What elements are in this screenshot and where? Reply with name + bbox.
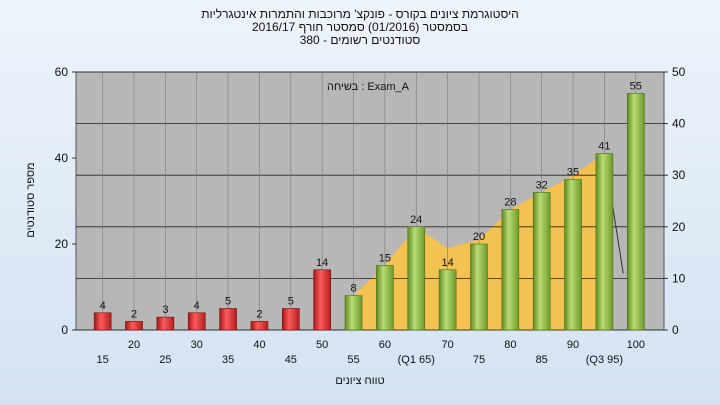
x-tick-label: 80	[504, 339, 516, 351]
bar	[595, 153, 614, 331]
bar	[250, 321, 269, 331]
x-tick-label: (Q1 65)	[398, 354, 435, 366]
bar-value-label: 4	[100, 300, 106, 312]
bar-value-label: 14	[441, 257, 453, 269]
bar	[376, 265, 394, 331]
x-tick-label: 40	[253, 339, 265, 351]
chart-title-block: היסטוגרמת ציונים בקורס - פונקצ' מרוכבות …	[0, 8, 720, 47]
x-tick-label: 60	[379, 339, 391, 351]
bar	[187, 312, 206, 331]
y-left-tick-label: 40	[55, 151, 69, 165]
x-tick-label: 30	[191, 339, 203, 351]
bar	[501, 209, 520, 331]
y-left-tick-label: 0	[61, 323, 68, 337]
bar	[470, 243, 488, 331]
y-axis-label: מספר סטודנטים	[25, 162, 37, 237]
x-tick-label: 90	[567, 339, 579, 351]
x-tick-label: 15	[97, 354, 109, 366]
y-right-tick-label: 0	[672, 323, 679, 337]
x-tick-label: (Q3 95)	[586, 354, 623, 366]
bar	[156, 316, 175, 331]
y-right-tick-label: 40	[672, 117, 686, 131]
bar	[125, 321, 143, 331]
bar-value-label: 28	[504, 197, 516, 209]
bar-value-label: 32	[536, 179, 548, 191]
bar	[219, 308, 237, 331]
chart-annotation: בשיחה : Exam_A	[327, 81, 410, 93]
y-left-tick-label: 60	[55, 65, 69, 79]
bar-value-label: 3	[162, 304, 168, 316]
bar-value-label: 2	[256, 308, 262, 320]
bar-value-label: 24	[410, 214, 422, 226]
x-tick-label: 35	[222, 354, 234, 366]
bar-value-label: 55	[630, 81, 642, 93]
bar-value-label: 2	[131, 308, 137, 320]
bar-value-label: 41	[598, 141, 610, 153]
x-tick-label: 75	[473, 354, 485, 366]
bar	[93, 312, 112, 331]
chart-subtitle-semester: בסמסטר (01/2016) סמסטר חורף 2016/17	[251, 20, 469, 34]
bar	[407, 226, 426, 331]
bar-value-label: 20	[473, 231, 485, 243]
x-tick-label: 45	[285, 354, 297, 366]
x-tick-label: 25	[159, 354, 171, 366]
x-tick-label: 55	[347, 354, 359, 366]
chart-title: היסטוגרמת ציונים בקורס - פונקצ' מרוכבות …	[201, 7, 519, 21]
y-right-tick-label: 50	[672, 65, 686, 79]
bar-value-label: 4	[194, 300, 200, 312]
bar-value-label: 35	[567, 167, 579, 179]
bar	[532, 192, 551, 331]
bar	[438, 269, 457, 331]
x-axis-label: טווח ציונים	[335, 375, 384, 387]
x-tick-label: 20	[128, 339, 140, 351]
bar-value-label: 8	[350, 283, 356, 295]
bar	[344, 295, 363, 331]
bar-value-label: 14	[316, 257, 328, 269]
x-tick-label: 70	[441, 339, 453, 351]
chart-subtitle-registered: סטודנטים רשומים - 380	[299, 33, 421, 47]
bar-value-label: 5	[225, 296, 231, 308]
x-tick-label: 85	[536, 354, 548, 366]
y-right-tick-label: 20	[672, 220, 686, 234]
y-right-tick-label: 10	[672, 271, 686, 285]
bar	[282, 308, 300, 331]
bar	[626, 93, 645, 331]
bar	[313, 269, 331, 331]
bar-value-label: 15	[379, 253, 391, 265]
x-tick-label: 50	[316, 339, 328, 351]
y-right-tick-label: 30	[672, 168, 686, 182]
y-left-tick-label: 20	[55, 237, 69, 251]
bar	[564, 179, 582, 331]
bar-value-label: 5	[288, 296, 294, 308]
x-tick-label: 100	[627, 339, 645, 351]
